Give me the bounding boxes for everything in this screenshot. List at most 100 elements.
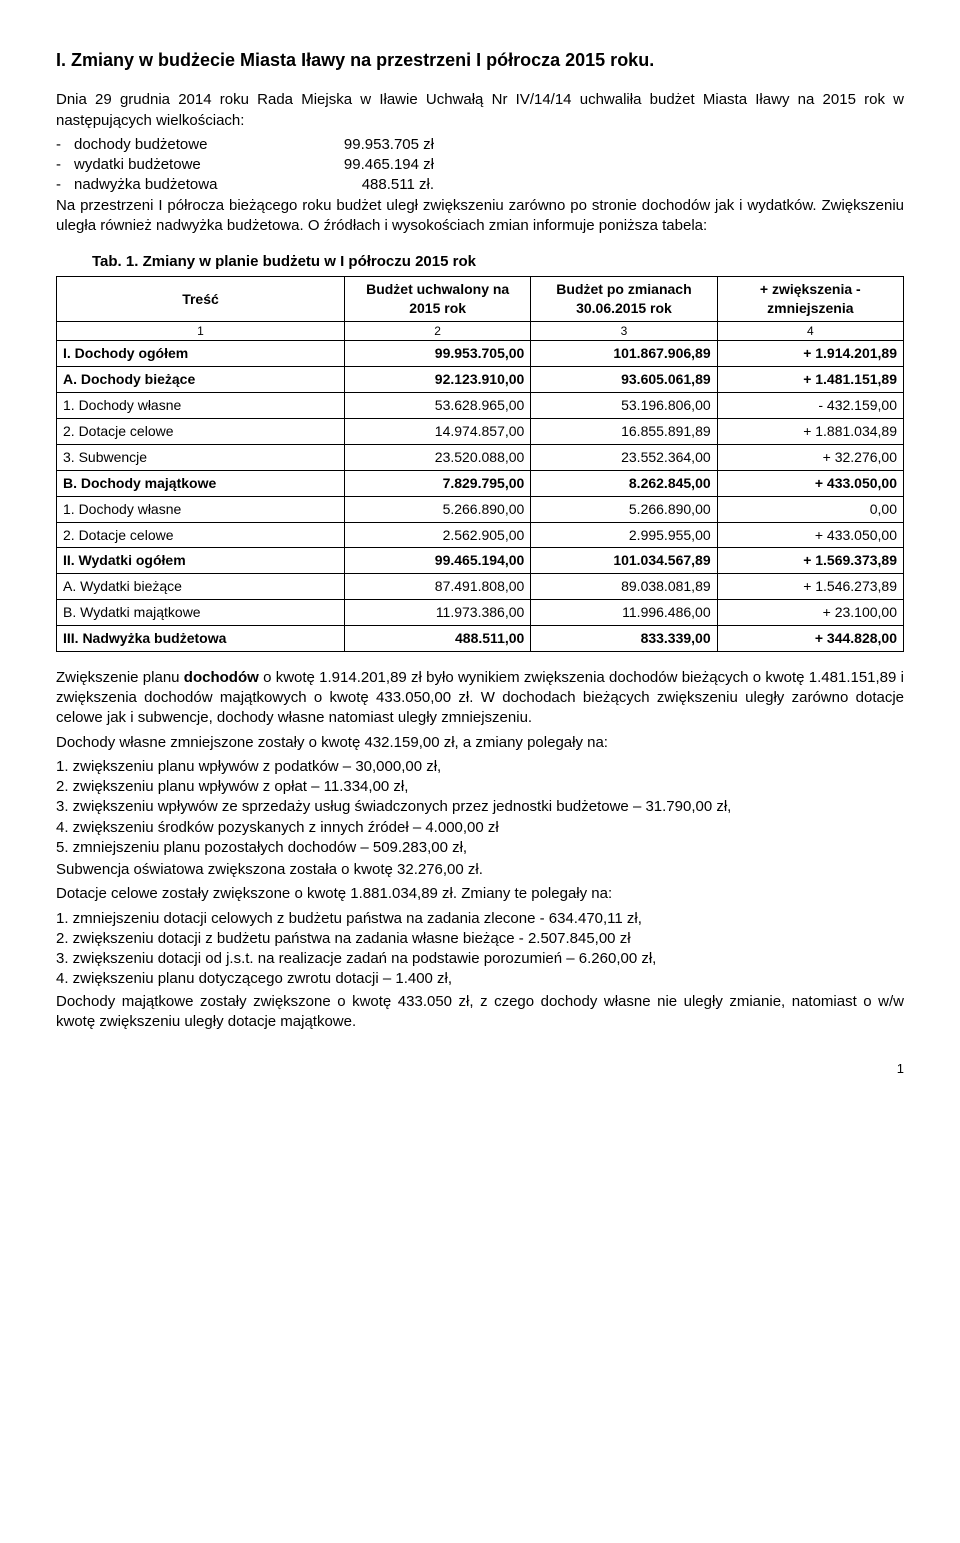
col-header: Budżet po zmianach 30.06.2015 rok: [531, 277, 717, 322]
bold-term: dochodów: [184, 669, 259, 686]
table-row: II. Wydatki ogółem99.465.194,00101.034.5…: [57, 548, 904, 574]
row-value: 2.562.905,00: [344, 522, 530, 548]
list-item: 3. zwiększeniu dotacji od j.s.t. na real…: [56, 949, 904, 969]
table-row: A. Dochody bieżące92.123.910,0093.605.06…: [57, 367, 904, 393]
list-item: 5. zmniejszeniu planu pozostałych dochod…: [56, 838, 904, 858]
table-row: 2. Dotacje celowe2.562.905,002.995.955,0…: [57, 522, 904, 548]
row-delta: + 433.050,00: [717, 470, 903, 496]
col-header: Treść: [57, 277, 345, 322]
row-value: 101.867.906,89: [531, 341, 717, 367]
row-delta: 0,00: [717, 496, 903, 522]
row-value: 99.953.705,00: [344, 341, 530, 367]
intro-amount-list: - dochody budżetowe 99.953.705 zł - wyda…: [56, 135, 904, 196]
table-row: A. Wydatki bieżące87.491.808,0089.038.08…: [57, 574, 904, 600]
list-item: - dochody budżetowe 99.953.705 zł: [56, 135, 904, 155]
row-value: 53.628.965,00: [344, 393, 530, 419]
text-span: Zwiększenie planu: [56, 669, 184, 686]
capital-income-paragraph: Dochody majątkowe zostały zwiększone o k…: [56, 992, 904, 1033]
row-label: 3. Subwencje: [57, 444, 345, 470]
row-label: A. Wydatki bieżące: [57, 574, 345, 600]
col-index: 1: [57, 322, 345, 341]
table-header-row: Treść Budżet uchwalony na 2015 rok Budże…: [57, 277, 904, 322]
row-delta: + 1.569.373,89: [717, 548, 903, 574]
row-label: 1. Dochody własne: [57, 496, 345, 522]
list-item: - nadwyżka budżetowa 488.511 zł.: [56, 175, 904, 195]
row-value: 16.855.891,89: [531, 418, 717, 444]
row-label: II. Wydatki ogółem: [57, 548, 345, 574]
list-item: 2. zwiększeniu dotacji z budżetu państwa…: [56, 929, 904, 949]
table-row: B. Dochody majątkowe7.829.795,008.262.84…: [57, 470, 904, 496]
row-delta: + 1.546.273,89: [717, 574, 903, 600]
row-value: 99.465.194,00: [344, 548, 530, 574]
targeted-list: 1. zmniejszeniu dotacji celowych z budże…: [56, 909, 904, 990]
list-item: 2. zwiększeniu planu wpływów z opłat – 1…: [56, 777, 904, 797]
col-header: + zwiększenia - zmniejszenia: [717, 277, 903, 322]
row-delta: - 432.159,00: [717, 393, 903, 419]
row-delta: + 1.881.034,89: [717, 418, 903, 444]
list-item: 1. zmniejszeniu dotacji celowych z budże…: [56, 909, 904, 929]
row-value: 14.974.857,00: [344, 418, 530, 444]
table-caption: Tab. 1. Zmiany w planie budżetu w I półr…: [92, 252, 904, 272]
table-row: I. Dochody ogółem99.953.705,00101.867.90…: [57, 341, 904, 367]
table-row: 2. Dotacje celowe14.974.857,0016.855.891…: [57, 418, 904, 444]
row-delta: + 433.050,00: [717, 522, 903, 548]
row-value: 833.339,00: [531, 626, 717, 652]
row-label: 1. Dochody własne: [57, 393, 345, 419]
row-label: III. Nadwyżka budżetowa: [57, 626, 345, 652]
row-delta: + 344.828,00: [717, 626, 903, 652]
own-income-list: 1. zwiększeniu planu wpływów z podatków …: [56, 757, 904, 858]
row-value: 53.196.806,00: [531, 393, 717, 419]
dash-bullet: -: [56, 175, 74, 195]
table-row: 1. Dochody własne5.266.890,005.266.890,0…: [57, 496, 904, 522]
intro-paragraph-1: Dnia 29 grudnia 2014 roku Rada Miejska w…: [56, 90, 904, 131]
table-row: B. Wydatki majątkowe11.973.386,0011.996.…: [57, 600, 904, 626]
table-row: 1. Dochody własne53.628.965,0053.196.806…: [57, 393, 904, 419]
row-label: I. Dochody ogółem: [57, 341, 345, 367]
row-value: 23.552.364,00: [531, 444, 717, 470]
targeted-intro: Dotacje celowe zostały zwiększone o kwot…: [56, 884, 904, 904]
list-value: 99.465.194 zł: [324, 155, 434, 175]
table-row: 3. Subwencje23.520.088,0023.552.364,00+ …: [57, 444, 904, 470]
row-value: 92.123.910,00: [344, 367, 530, 393]
row-value: 5.266.890,00: [344, 496, 530, 522]
section-heading: I. Zmiany w budżecie Miasta Iławy na prz…: [56, 48, 904, 72]
table-index-row: 1 2 3 4: [57, 322, 904, 341]
row-value: 87.491.808,00: [344, 574, 530, 600]
row-label: B. Dochody majątkowe: [57, 470, 345, 496]
increase-paragraph: Zwiększenie planu dochodów o kwotę 1.914…: [56, 668, 904, 729]
col-index: 4: [717, 322, 903, 341]
row-delta: + 23.100,00: [717, 600, 903, 626]
row-value: 2.995.955,00: [531, 522, 717, 548]
list-item: 4. zwiększeniu planu dotyczącego zwrotu …: [56, 969, 904, 989]
list-value: 488.511 zł.: [324, 175, 434, 195]
row-value: 89.038.081,89: [531, 574, 717, 600]
list-value: 99.953.705 zł: [324, 135, 434, 155]
col-index: 2: [344, 322, 530, 341]
row-value: 23.520.088,00: [344, 444, 530, 470]
budget-changes-table: Treść Budżet uchwalony na 2015 rok Budże…: [56, 276, 904, 652]
row-label: A. Dochody bieżące: [57, 367, 345, 393]
row-label: 2. Dotacje celowe: [57, 418, 345, 444]
row-label: B. Wydatki majątkowe: [57, 600, 345, 626]
table-row: III. Nadwyżka budżetowa488.511,00833.339…: [57, 626, 904, 652]
col-header: Budżet uchwalony na 2015 rok: [344, 277, 530, 322]
row-value: 11.996.486,00: [531, 600, 717, 626]
row-value: 93.605.061,89: [531, 367, 717, 393]
row-value: 7.829.795,00: [344, 470, 530, 496]
row-value: 488.511,00: [344, 626, 530, 652]
intro-paragraph-2: Na przestrzeni I półrocza bieżącego roku…: [56, 196, 904, 237]
list-item: 3. zwiększeniu wpływów ze sprzedaży usłu…: [56, 797, 904, 817]
row-delta: + 32.276,00: [717, 444, 903, 470]
row-value: 5.266.890,00: [531, 496, 717, 522]
list-label: nadwyżka budżetowa: [74, 175, 324, 195]
subvention-paragraph: Subwencja oświatowa zwiększona została o…: [56, 860, 904, 880]
row-value: 101.034.567,89: [531, 548, 717, 574]
list-label: wydatki budżetowe: [74, 155, 324, 175]
list-item: - wydatki budżetowe 99.465.194 zł: [56, 155, 904, 175]
row-delta: + 1.914.201,89: [717, 341, 903, 367]
col-index: 3: [531, 322, 717, 341]
dash-bullet: -: [56, 135, 74, 155]
row-value: 11.973.386,00: [344, 600, 530, 626]
list-item: 4. zwiększeniu środków pozyskanych z inn…: [56, 818, 904, 838]
list-label: dochody budżetowe: [74, 135, 324, 155]
